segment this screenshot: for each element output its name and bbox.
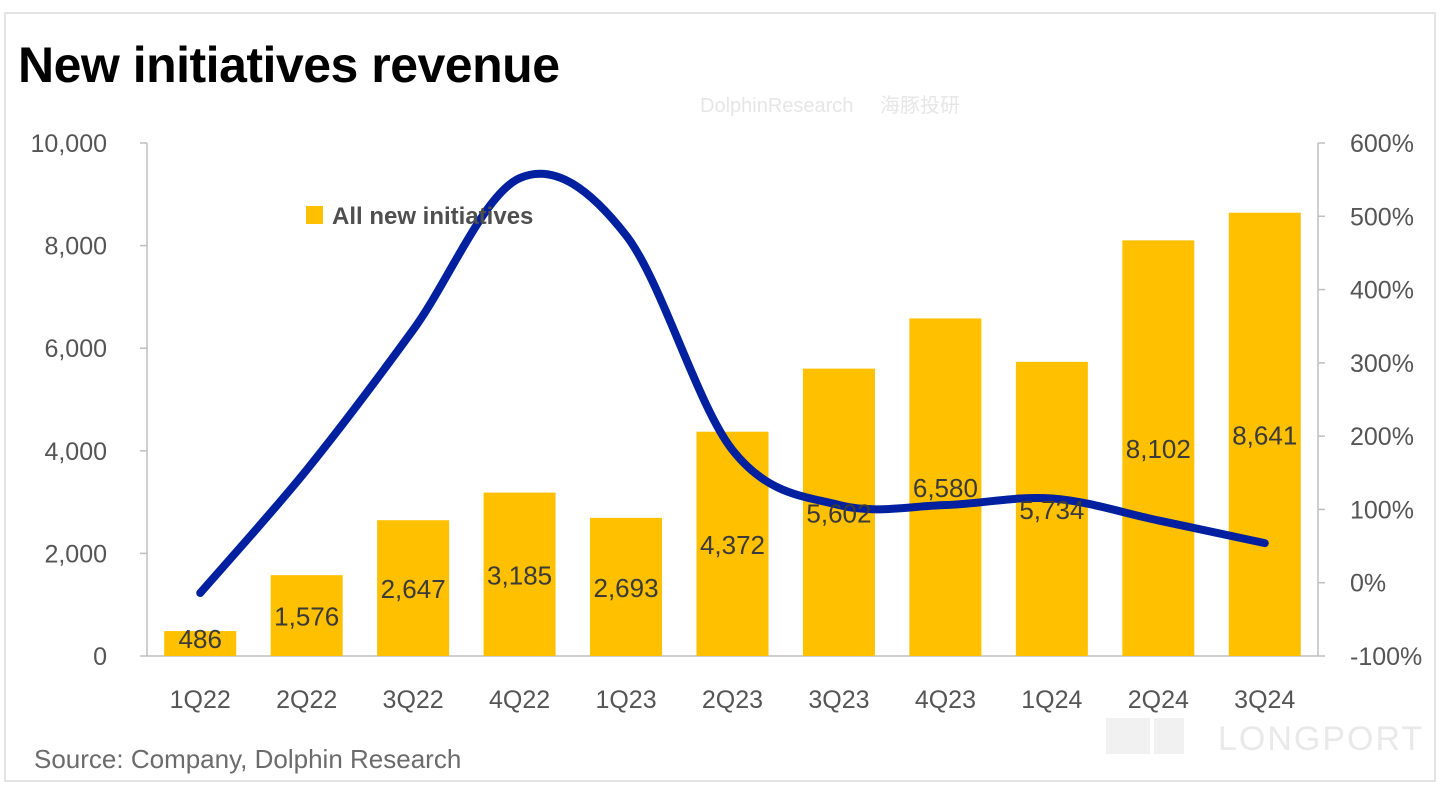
right-tick-label: 100% (1350, 496, 1414, 524)
legend-swatch-all-new-initiatives (306, 206, 323, 224)
growth-line (196, 169, 1269, 597)
bar-2Q24 (1122, 240, 1195, 656)
growth-line-path (196, 169, 1269, 597)
source-note: Source: Company, Dolphin Research (34, 744, 462, 774)
data-label-3Q23: 5,602 (806, 498, 871, 528)
x-tick-label: 2Q22 (276, 686, 337, 714)
right-tick-label: 0% (1350, 570, 1386, 598)
left-tick-label: 2,000 (44, 540, 107, 568)
chart-title: New initiatives revenue (18, 37, 560, 93)
x-tick-label: 1Q22 (170, 686, 231, 714)
watermark-text: DolphinResearch (700, 95, 853, 117)
left-tick-label: 4,000 (44, 438, 107, 466)
longport-watermark-text: LONGPORT (1218, 720, 1424, 758)
axes: 0 2,000 4,000 6,000 8,000 10,000 -100% 0% 100% 20… (31, 130, 1423, 714)
x-tick-label: 2Q23 (702, 686, 763, 714)
data-label-1Q22: 486 (179, 624, 222, 654)
right-tick-label: 200% (1350, 423, 1414, 451)
right-tick-label: 300% (1350, 350, 1414, 378)
data-labels: 486 1,576 2,647 3,185 2,693 4,372 5,602 6,580 5,… (179, 420, 1298, 654)
data-label-2Q23: 4,372 (700, 530, 765, 560)
data-label-3Q22: 2,647 (381, 574, 446, 604)
bar-3Q24 (1228, 212, 1301, 656)
bars (164, 212, 1301, 656)
x-tick-label: 3Q22 (383, 686, 444, 714)
bar-1Q24 (1015, 361, 1088, 656)
legend-label-all-new-initiatives: All new initiatives (332, 203, 533, 230)
bar-1Q22 (164, 631, 237, 656)
x-tick-label: 1Q24 (1021, 686, 1082, 714)
watermark-cn-text: 海豚投研 (880, 94, 960, 117)
bar-4Q23 (909, 318, 982, 656)
left-tick-label: 8,000 (44, 233, 107, 261)
x-tick-label: 3Q24 (1234, 686, 1295, 714)
longport-logo-icon (1106, 718, 1150, 754)
data-label-1Q24: 5,734 (1019, 495, 1084, 525)
left-tick-label: 6,000 (44, 335, 107, 363)
data-label-3Q24: 8,641 (1232, 420, 1297, 450)
bar-2Q22 (270, 575, 343, 656)
bar-3Q22 (377, 520, 450, 656)
bar-4Q22 (483, 492, 556, 656)
x-tick-label: 3Q23 (808, 686, 869, 714)
data-label-2Q22: 1,576 (274, 602, 339, 632)
legend: All new initiatives (306, 203, 533, 230)
right-tick-label: 400% (1350, 277, 1414, 305)
data-label-2Q24: 8,102 (1126, 434, 1191, 464)
left-tick-label: 10,000 (31, 130, 107, 158)
left-tick-label: 0 (93, 643, 107, 671)
data-label-1Q23: 2,693 (594, 573, 659, 603)
right-tick-label: 500% (1350, 203, 1414, 231)
data-label-4Q22: 3,185 (487, 560, 552, 590)
x-tick-label: 2Q24 (1128, 686, 1189, 714)
watermark-layer: DolphinResearch 海豚投研 LONGPORT (700, 94, 1424, 758)
bar-2Q23 (696, 431, 769, 656)
x-tick-label: 1Q23 (595, 686, 656, 714)
data-label-4Q23: 6,580 (913, 473, 978, 503)
longport-logo-icon-part (1154, 718, 1184, 754)
x-tick-label: 4Q22 (489, 686, 550, 714)
right-tick-label: -100% (1350, 643, 1422, 671)
x-tick-label: 4Q23 (915, 686, 976, 714)
right-tick-label: 600% (1350, 130, 1414, 158)
bar-1Q23 (590, 517, 663, 656)
